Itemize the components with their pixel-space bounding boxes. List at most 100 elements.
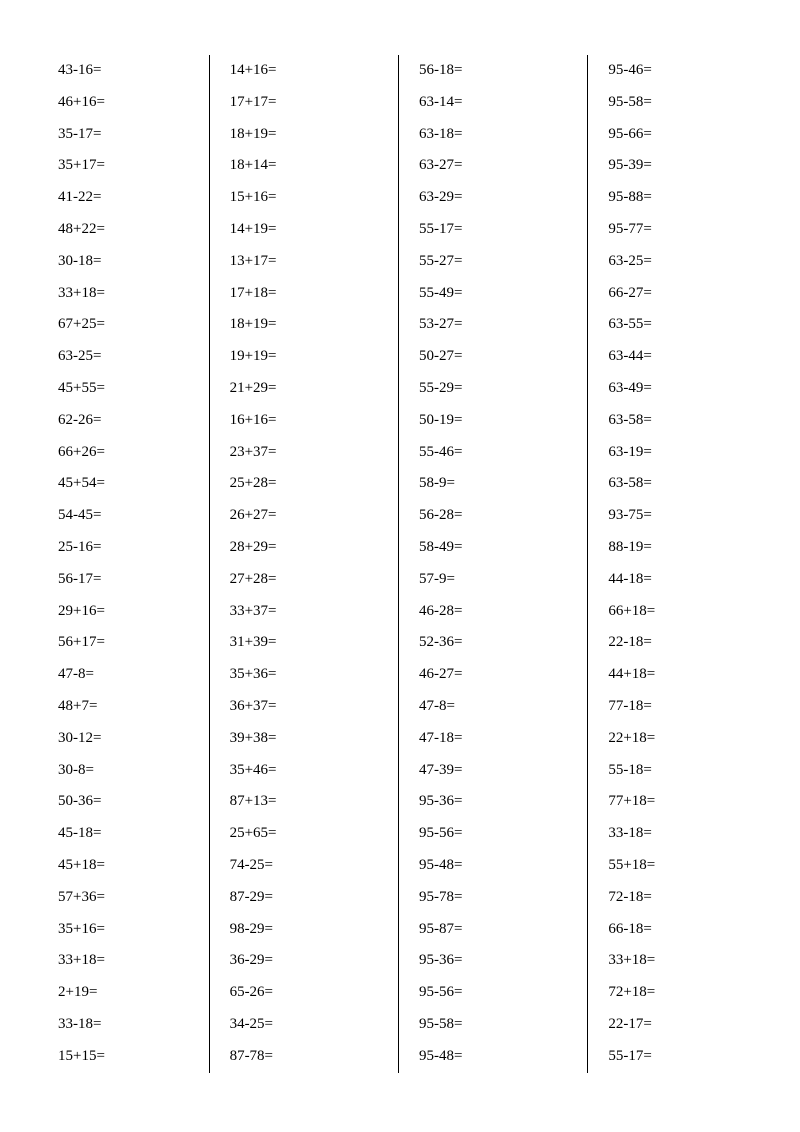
math-problem: 65-26=	[230, 977, 390, 1009]
math-problem: 77-18=	[608, 691, 742, 723]
math-problem: 35-17=	[58, 119, 201, 151]
math-problem: 18+14=	[230, 150, 390, 182]
math-problem: 44+18=	[608, 659, 742, 691]
math-problem: 35+17=	[58, 150, 201, 182]
worksheet-columns: 43-16=46+16=35-17=35+17=41-22=48+22=30-1…	[50, 55, 750, 1073]
math-problem: 87+13=	[230, 786, 390, 818]
math-problem: 95-39=	[608, 150, 742, 182]
math-problem: 14+19=	[230, 214, 390, 246]
math-problem: 22+18=	[608, 723, 742, 755]
math-problem: 55-29=	[419, 373, 579, 405]
math-problem: 56-17=	[58, 564, 201, 596]
math-problem: 63-55=	[608, 309, 742, 341]
math-problem: 35+46=	[230, 755, 390, 787]
math-problem: 36-29=	[230, 945, 390, 977]
math-problem: 63-58=	[608, 405, 742, 437]
math-problem: 21+29=	[230, 373, 390, 405]
math-problem: 95-36=	[419, 786, 579, 818]
math-problem: 63-27=	[419, 150, 579, 182]
math-problem: 95-66=	[608, 119, 742, 151]
math-problem: 45+55=	[58, 373, 201, 405]
math-problem: 33+18=	[58, 278, 201, 310]
math-problem: 15+16=	[230, 182, 390, 214]
math-problem: 18+19=	[230, 309, 390, 341]
math-problem: 23+37=	[230, 437, 390, 469]
math-problem: 95-58=	[419, 1009, 579, 1041]
math-problem: 95-56=	[419, 977, 579, 1009]
math-problem: 33-18=	[608, 818, 742, 850]
math-problem: 47-39=	[419, 755, 579, 787]
math-problem: 44-18=	[608, 564, 742, 596]
math-problem: 55+18=	[608, 850, 742, 882]
math-problem: 63-44=	[608, 341, 742, 373]
math-problem: 25-16=	[58, 532, 201, 564]
worksheet-column: 14+16=17+17=18+19=18+14=15+16=14+19=13+1…	[209, 55, 398, 1073]
math-problem: 98-29=	[230, 914, 390, 946]
math-problem: 50-19=	[419, 405, 579, 437]
math-problem: 63-19=	[608, 437, 742, 469]
math-problem: 52-36=	[419, 627, 579, 659]
math-problem: 95-46=	[608, 55, 742, 87]
math-problem: 72-18=	[608, 882, 742, 914]
math-problem: 55-46=	[419, 437, 579, 469]
math-problem: 25+28=	[230, 468, 390, 500]
math-problem: 87-78=	[230, 1041, 390, 1073]
math-problem: 46+16=	[58, 87, 201, 119]
math-problem: 95-58=	[608, 87, 742, 119]
math-problem: 47-8=	[58, 659, 201, 691]
math-problem: 33-18=	[58, 1009, 201, 1041]
math-problem: 45+18=	[58, 850, 201, 882]
math-problem: 50-27=	[419, 341, 579, 373]
math-problem: 55-18=	[608, 755, 742, 787]
math-problem: 63-58=	[608, 468, 742, 500]
math-problem: 53-27=	[419, 309, 579, 341]
math-problem: 16+16=	[230, 405, 390, 437]
math-problem: 66+26=	[58, 437, 201, 469]
math-problem: 55-17=	[608, 1041, 742, 1073]
math-problem: 55-49=	[419, 278, 579, 310]
math-problem: 22-17=	[608, 1009, 742, 1041]
math-problem: 95-48=	[419, 850, 579, 882]
math-problem: 25+65=	[230, 818, 390, 850]
math-problem: 62-26=	[58, 405, 201, 437]
math-problem: 66-18=	[608, 914, 742, 946]
worksheet-column: 95-46=95-58=95-66=95-39=95-88=95-77=63-2…	[587, 55, 750, 1073]
math-problem: 15+15=	[58, 1041, 201, 1073]
math-problem: 67+25=	[58, 309, 201, 341]
math-problem: 63-49=	[608, 373, 742, 405]
math-problem: 46-27=	[419, 659, 579, 691]
math-problem: 19+19=	[230, 341, 390, 373]
math-problem: 77+18=	[608, 786, 742, 818]
math-problem: 56+17=	[58, 627, 201, 659]
math-problem: 45+54=	[58, 468, 201, 500]
math-problem: 74-25=	[230, 850, 390, 882]
math-problem: 95-77=	[608, 214, 742, 246]
math-problem: 95-87=	[419, 914, 579, 946]
math-problem: 39+38=	[230, 723, 390, 755]
math-problem: 31+39=	[230, 627, 390, 659]
math-problem: 36+37=	[230, 691, 390, 723]
math-problem: 66-27=	[608, 278, 742, 310]
math-problem: 50-36=	[58, 786, 201, 818]
math-problem: 22-18=	[608, 627, 742, 659]
math-problem: 33+18=	[608, 945, 742, 977]
math-problem: 58-9=	[419, 468, 579, 500]
math-problem: 63-18=	[419, 119, 579, 151]
math-problem: 95-56=	[419, 818, 579, 850]
math-problem: 48+22=	[58, 214, 201, 246]
math-problem: 95-78=	[419, 882, 579, 914]
math-problem: 13+17=	[230, 246, 390, 278]
math-problem: 28+29=	[230, 532, 390, 564]
math-problem: 55-27=	[419, 246, 579, 278]
math-problem: 33+18=	[58, 945, 201, 977]
math-problem: 17+18=	[230, 278, 390, 310]
math-problem: 95-36=	[419, 945, 579, 977]
math-problem: 95-48=	[419, 1041, 579, 1073]
math-problem: 58-49=	[419, 532, 579, 564]
math-problem: 63-29=	[419, 182, 579, 214]
math-problem: 88-19=	[608, 532, 742, 564]
math-problem: 47-8=	[419, 691, 579, 723]
math-problem: 17+17=	[230, 87, 390, 119]
math-problem: 93-75=	[608, 500, 742, 532]
math-problem: 35+36=	[230, 659, 390, 691]
